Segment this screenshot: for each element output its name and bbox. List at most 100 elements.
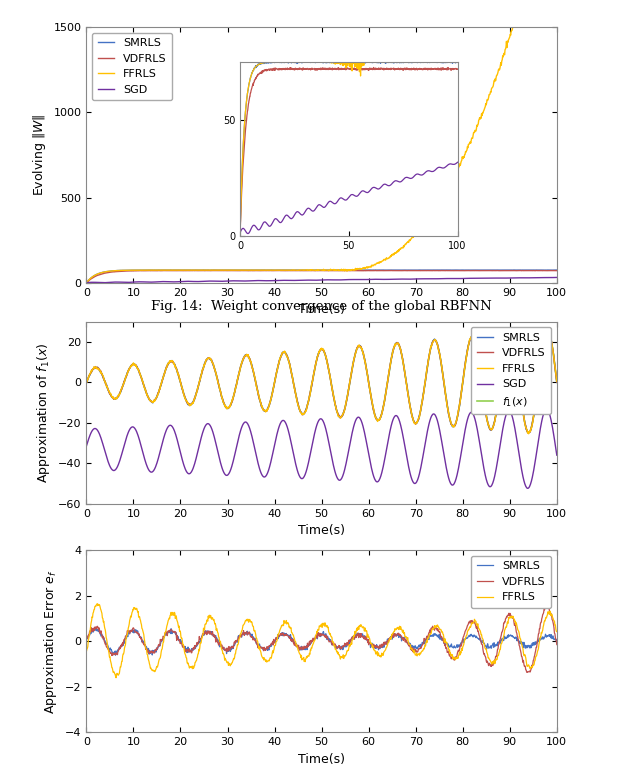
- SMRLS: [178, 265, 186, 274]
- Legend: SMRLS, VDFRLS, FFRLS, SGD: SMRLS, VDFRLS, FFRLS, SGD: [92, 33, 172, 101]
- FFRLS: [178, 266, 186, 275]
- FFRLS: [553, 627, 561, 636]
- FFRLS: [449, 422, 457, 431]
- VDFRLS: [499, 266, 506, 275]
- SMRLS: [553, 377, 561, 387]
- SMRLS: [112, 650, 120, 660]
- VDFRLS: [178, 639, 186, 649]
- SMRLS: [111, 266, 119, 275]
- Line: SMRLS: SMRLS: [86, 270, 557, 283]
- Line: FFRLS: FFRLS: [86, 604, 557, 677]
- SMRLS: [90, 623, 98, 632]
- SGD: [467, 408, 474, 418]
- SGD: [83, 278, 90, 288]
- Line: SGD: SGD: [86, 277, 557, 283]
- VDFRLS: [543, 601, 551, 610]
- VDFRLS: [371, 266, 379, 275]
- FFRLS: [553, 377, 561, 386]
- FFRLS: [179, 640, 187, 649]
- SMRLS: [553, 635, 561, 644]
- SGD: [553, 450, 561, 460]
- FFRLS: [499, 362, 506, 371]
- VDFRLS: [83, 278, 90, 288]
- $f_1(x)$: [83, 377, 90, 387]
- FFRLS: [544, 325, 552, 334]
- $f_1(x)$: [525, 428, 532, 437]
- VDFRLS: [531, 266, 538, 275]
- Line: VDFRLS: VDFRLS: [86, 270, 557, 283]
- FFRLS: [93, 599, 101, 608]
- Line: FFRLS: FFRLS: [86, 329, 557, 434]
- SGD: [449, 480, 457, 490]
- SMRLS: [449, 265, 457, 274]
- $f_1(x)$: [499, 363, 506, 372]
- SMRLS: [450, 642, 458, 652]
- SMRLS: [467, 629, 475, 639]
- SMRLS: [111, 394, 119, 404]
- SGD: [499, 427, 506, 436]
- Line: $f_1(x)$: $f_1(x)$: [86, 330, 557, 432]
- VDFRLS: [543, 326, 551, 335]
- SMRLS: [531, 266, 538, 275]
- VDFRLS: [111, 394, 119, 404]
- SMRLS: [524, 428, 532, 437]
- FFRLS: [531, 406, 538, 415]
- SMRLS: [83, 278, 90, 288]
- $f_1(x)$: [467, 334, 474, 343]
- Line: VDFRLS: VDFRLS: [86, 330, 557, 432]
- SGD: [178, 453, 186, 463]
- FFRLS: [499, 55, 506, 64]
- VDFRLS: [83, 378, 90, 388]
- VDFRLS: [111, 267, 119, 276]
- Line: SGD: SGD: [86, 409, 557, 488]
- FFRLS: [112, 673, 120, 682]
- Legend: SMRLS, VDFRLS, FFRLS, SGD, $f_1(x)$: SMRLS, VDFRLS, FFRLS, SGD, $f_1(x)$: [471, 327, 551, 414]
- FFRLS: [178, 383, 186, 392]
- $f_1(x)$: [178, 383, 186, 392]
- FFRLS: [83, 647, 90, 656]
- SMRLS: [83, 636, 90, 645]
- X-axis label: Time(s): Time(s): [298, 303, 345, 316]
- SGD: [83, 442, 90, 451]
- FFRLS: [525, 429, 532, 439]
- SGD: [112, 277, 120, 287]
- FFRLS: [83, 378, 90, 388]
- FFRLS: [450, 653, 458, 662]
- VDFRLS: [178, 266, 186, 275]
- VDFRLS: [449, 422, 457, 431]
- $f_1(x)$: [553, 377, 561, 387]
- SGD: [449, 274, 457, 284]
- VDFRLS: [178, 383, 186, 392]
- Line: SMRLS: SMRLS: [86, 330, 557, 432]
- FFRLS: [531, 656, 538, 666]
- SMRLS: [112, 646, 120, 656]
- SGD: [467, 274, 474, 283]
- SMRLS: [499, 636, 507, 645]
- SGD: [531, 273, 538, 282]
- VDFRLS: [83, 636, 90, 645]
- Line: FFRLS: FFRLS: [86, 0, 557, 283]
- X-axis label: Time(s): Time(s): [298, 753, 345, 766]
- SMRLS: [531, 640, 538, 649]
- SMRLS: [179, 642, 187, 651]
- FFRLS: [499, 634, 507, 643]
- FFRLS: [467, 137, 474, 146]
- SMRLS: [467, 335, 474, 344]
- VDFRLS: [531, 653, 538, 662]
- VDFRLS: [525, 428, 533, 437]
- VDFRLS: [467, 334, 474, 343]
- SGD: [553, 273, 561, 282]
- SMRLS: [467, 265, 474, 274]
- Legend: SMRLS, VDFRLS, FFRLS: SMRLS, VDFRLS, FFRLS: [471, 556, 551, 608]
- VDFRLS: [553, 377, 561, 387]
- SGD: [499, 274, 506, 283]
- SMRLS: [544, 326, 552, 335]
- SGD: [524, 484, 531, 493]
- SGD: [99, 278, 107, 288]
- SMRLS: [181, 265, 189, 274]
- VDFRLS: [523, 667, 531, 677]
- FFRLS: [467, 620, 475, 629]
- $f_1(x)$: [543, 326, 551, 335]
- VDFRLS: [449, 654, 457, 663]
- FFRLS: [83, 278, 90, 288]
